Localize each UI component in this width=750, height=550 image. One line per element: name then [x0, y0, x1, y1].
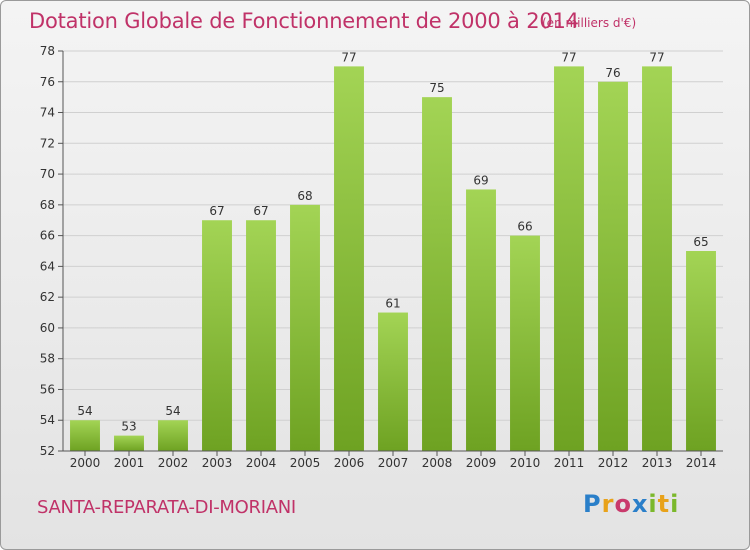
data-label: 77: [341, 50, 356, 64]
data-label: 61: [385, 297, 400, 311]
logo-letter: o: [614, 490, 632, 518]
proxiti-logo[interactable]: Proxiti: [583, 490, 679, 518]
data-label: 67: [253, 204, 268, 218]
bar[interactable]: [334, 66, 364, 451]
y-tick-label: 56: [40, 382, 55, 396]
logo-letter: i: [648, 490, 658, 518]
data-label: 69: [473, 173, 488, 187]
data-label: 54: [165, 404, 180, 418]
data-label: 54: [77, 404, 92, 418]
y-tick-label: 64: [40, 259, 55, 273]
x-tick-label: 2007: [378, 456, 409, 470]
y-tick-label: 70: [40, 167, 55, 181]
x-tick-label: 2001: [114, 456, 145, 470]
data-label: 77: [649, 50, 664, 64]
y-tick-label: 60: [40, 321, 55, 335]
y-tick-label: 76: [40, 75, 55, 89]
chart-title: Dotation Globale de Fonctionnement de 20…: [29, 9, 579, 33]
x-tick-label: 2002: [158, 456, 189, 470]
logo-letter: i: [670, 490, 680, 518]
x-tick-label: 2006: [334, 456, 365, 470]
y-tick-label: 74: [40, 106, 55, 120]
bar[interactable]: [202, 220, 232, 451]
logo-letter: x: [631, 490, 649, 518]
x-tick-label: 2012: [598, 456, 629, 470]
data-label: 65: [693, 235, 708, 249]
x-tick-label: 2005: [290, 456, 321, 470]
x-tick-label: 2004: [246, 456, 277, 470]
y-tick-label: 68: [40, 198, 55, 212]
bar[interactable]: [70, 420, 100, 451]
y-tick-label: 58: [40, 352, 55, 366]
x-tick-label: 2009: [466, 456, 497, 470]
bar[interactable]: [510, 235, 540, 451]
bar[interactable]: [686, 251, 716, 451]
x-tick-label: 2013: [642, 456, 673, 470]
data-label: 77: [561, 50, 576, 64]
bar[interactable]: [114, 435, 144, 451]
logo-letter: r: [601, 490, 615, 518]
data-label: 68: [297, 189, 312, 203]
bar[interactable]: [554, 66, 584, 451]
bar[interactable]: [378, 312, 408, 451]
chart-subtitle: (en milliers d'€): [542, 16, 637, 30]
x-tick-label: 2014: [686, 456, 717, 470]
x-tick-label: 2008: [422, 456, 453, 470]
x-tick-label: 2011: [554, 456, 585, 470]
x-tick-label: 2010: [510, 456, 541, 470]
bar[interactable]: [422, 97, 452, 452]
x-tick-label: 2000: [70, 456, 101, 470]
logo-letter: P: [583, 490, 602, 518]
bar[interactable]: [642, 66, 672, 451]
bar[interactable]: [466, 189, 496, 451]
data-label: 66: [517, 220, 532, 234]
logo-letter: t: [657, 490, 671, 518]
y-tick-label: 78: [40, 44, 55, 58]
x-tick-label: 2003: [202, 456, 233, 470]
y-tick-label: 52: [40, 444, 55, 458]
data-label: 76: [605, 66, 620, 80]
bar[interactable]: [598, 81, 628, 452]
bar[interactable]: [158, 420, 188, 451]
data-label: 75: [429, 81, 444, 95]
data-label: 67: [209, 204, 224, 218]
bar[interactable]: [290, 204, 320, 451]
y-tick-label: 62: [40, 290, 55, 304]
bar[interactable]: [246, 220, 276, 451]
y-tick-label: 72: [40, 136, 55, 150]
commune-name: SANTA-REPARATA-DI-MORIANI: [37, 497, 296, 518]
y-tick-label: 54: [40, 413, 55, 427]
data-label: 53: [121, 420, 136, 434]
y-tick-label: 66: [40, 229, 55, 243]
